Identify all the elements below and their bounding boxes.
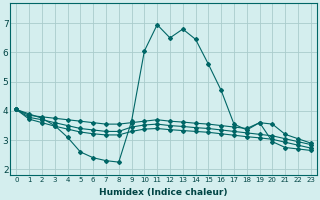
X-axis label: Humidex (Indice chaleur): Humidex (Indice chaleur): [99, 188, 228, 197]
